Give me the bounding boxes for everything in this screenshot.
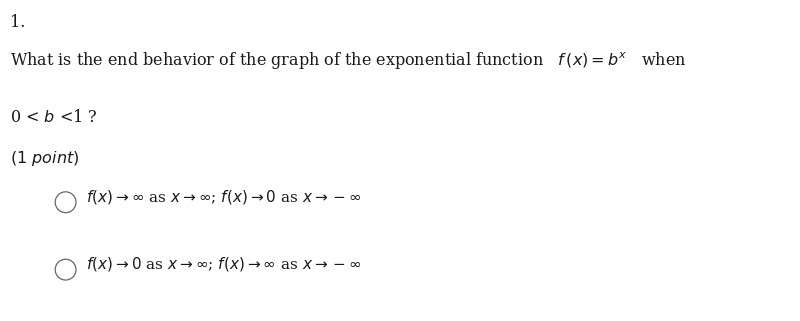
Text: 1.: 1. [10,14,26,31]
Text: 0 < $b$ <1 ?: 0 < $b$ <1 ? [10,109,98,126]
Text: What is the end behavior of the graph of the exponential function   $f\,(x)=b^x$: What is the end behavior of the graph of… [10,50,687,71]
Text: $f(x)\rightarrow\infty$ as $x\rightarrow\infty$; $f(x)\rightarrow 0$ as $x\right: $f(x)\rightarrow\infty$ as $x\rightarrow… [86,188,362,206]
Text: $\mathit{(1\ point)}$: $\mathit{(1\ point)}$ [10,149,80,168]
Text: $f(x)\rightarrow 0$ as $x\rightarrow\infty$; $f(x)\rightarrow\infty$ as $x\right: $f(x)\rightarrow 0$ as $x\rightarrow\inf… [86,255,362,273]
